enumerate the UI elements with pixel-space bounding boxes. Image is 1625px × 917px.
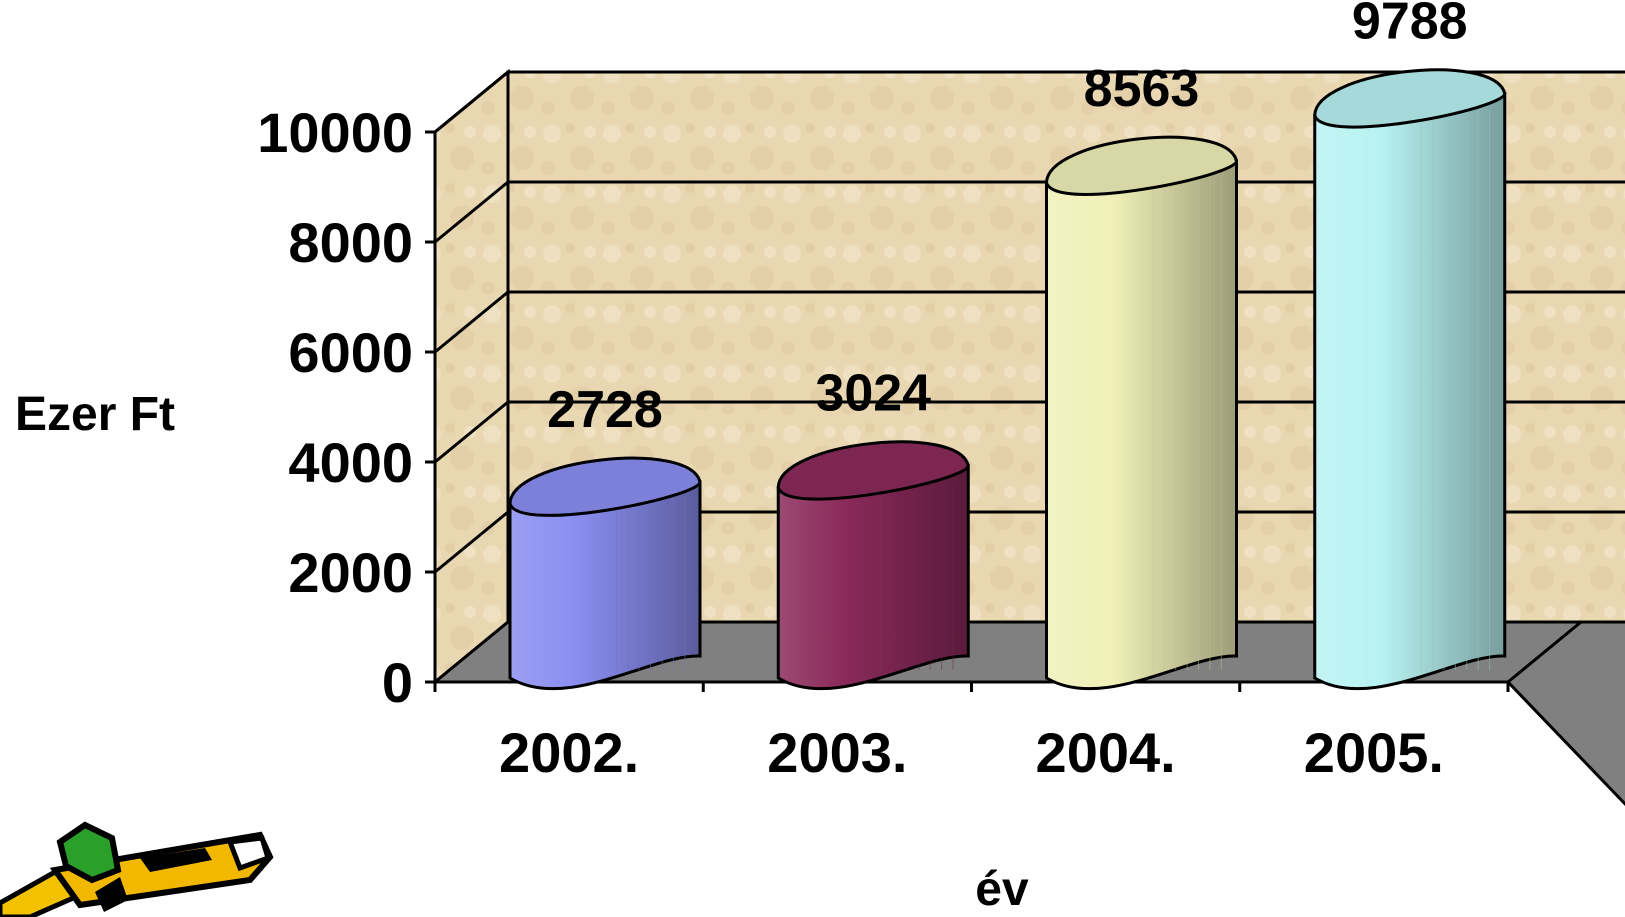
y-tick-label: 10000 xyxy=(257,101,413,164)
bar-2002. xyxy=(508,456,702,691)
bar-body xyxy=(1313,91,1507,691)
bar-top xyxy=(776,440,970,501)
bar-top xyxy=(1313,68,1507,129)
data-label: 3024 xyxy=(815,365,931,423)
bar-top xyxy=(508,456,702,517)
gridline-side xyxy=(434,70,509,134)
x-axis-title: év xyxy=(975,863,1029,916)
y-tick-label: 2000 xyxy=(288,541,413,604)
x-tick-label: 2005. xyxy=(1304,721,1444,784)
x-tick-label: 2003. xyxy=(767,721,907,784)
y-axis-title: Ezer Ft xyxy=(15,388,175,441)
data-label: 8563 xyxy=(1084,60,1200,118)
y-tick-label: 8000 xyxy=(288,211,413,274)
bar-top xyxy=(1044,135,1239,196)
y-tick-label: 4000 xyxy=(288,431,413,494)
bar-body xyxy=(776,463,970,691)
gridline-side xyxy=(434,180,509,244)
data-label: 9788 xyxy=(1352,0,1468,51)
x-tick-label: 2004. xyxy=(1036,721,1176,784)
bars xyxy=(508,68,1507,691)
bar-2004. xyxy=(1044,135,1239,691)
gridline-side xyxy=(434,290,509,354)
gridline-side xyxy=(434,510,509,574)
data-label: 2728 xyxy=(547,381,663,439)
gridline-side xyxy=(434,400,509,464)
bar-body xyxy=(508,480,702,691)
bar-2003. xyxy=(776,440,970,691)
bar-2005. xyxy=(1313,68,1507,691)
labels: 0 2000 4000 6000 8000 10000 2728 2002. 3024 2003.… xyxy=(15,0,1468,916)
floor-edge xyxy=(1507,620,1582,684)
y-tick-label: 6000 xyxy=(288,321,413,384)
y-tick-label: 0 xyxy=(382,651,413,714)
side-wall xyxy=(433,68,510,686)
pencil-clipart-icon xyxy=(0,821,274,917)
bar-body xyxy=(1045,159,1238,691)
x-tick-label: 2002. xyxy=(499,721,639,784)
